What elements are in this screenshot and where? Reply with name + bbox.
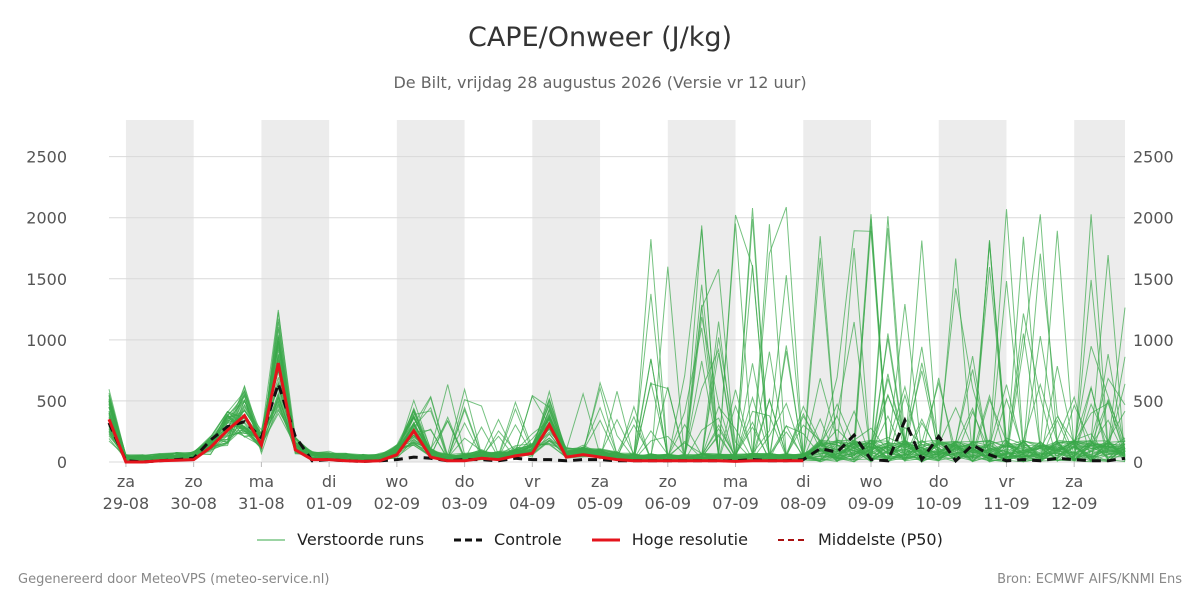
footer-generated-by: Gegenereerd door MeteoVPS (meteo-service… <box>18 572 330 587</box>
x-tick-date-label: 11-09 <box>983 494 1030 513</box>
y-tick-label-left: 2000 <box>26 209 67 228</box>
chart-legend: Verstoorde runs Controle Hoge resolutie … <box>0 530 1200 549</box>
legend-item-hires[interactable]: Hoge resolutie <box>591 530 748 549</box>
y-tick-label-right: 2000 <box>1133 209 1174 228</box>
y-tick-label-right: 1000 <box>1133 331 1174 350</box>
legend-item-perturbed[interactable]: Verstoorde runs <box>257 530 424 549</box>
x-tick-date-label: 10-09 <box>915 494 962 513</box>
night-band <box>396 120 465 462</box>
y-tick-label-left: 1500 <box>26 270 67 289</box>
perturbed-run-line <box>108 357 1126 463</box>
x-tick-day-label: do <box>455 472 475 491</box>
legend-label-median: Middelste (P50) <box>817 530 943 549</box>
chart-subtitle: De Bilt, vrijdag 28 augustus 2026 (Versi… <box>393 73 807 92</box>
control-series-line <box>107 378 1126 464</box>
x-tick-day-label: ma <box>249 472 274 491</box>
y-tick-label-left: 500 <box>36 392 67 411</box>
hires-series-line <box>107 362 804 464</box>
x-tick-date-label: 29-08 <box>103 494 150 513</box>
y-tick-label-right: 0 <box>1133 453 1143 472</box>
x-tick-date-label: 08-09 <box>780 494 827 513</box>
night-band <box>261 120 330 462</box>
x-tick-date-label: 04-09 <box>509 494 556 513</box>
x-tick-date-label: 12-09 <box>1051 494 1098 513</box>
x-tick-day-label: za <box>117 472 135 491</box>
x-tick-day-label: di <box>796 472 811 491</box>
y-tick-label-left: 2500 <box>26 148 67 167</box>
night-band <box>532 120 601 462</box>
x-tick-date-label: 30-08 <box>170 494 217 513</box>
x-tick-date-label: 09-09 <box>848 494 895 513</box>
y-tick-label-left: 0 <box>57 453 67 472</box>
x-tick-day-label: za <box>1065 472 1083 491</box>
x-tick-day-label: di <box>322 472 337 491</box>
legend-label-perturbed: Verstoorde runs <box>297 530 425 549</box>
x-tick-date-label: 05-09 <box>577 494 624 513</box>
legend-swatch-control <box>454 538 483 541</box>
x-tick-day-label: zo <box>185 472 203 491</box>
x-tick-day-label: wo <box>385 472 408 491</box>
x-tick-date-label: 07-09 <box>712 494 759 513</box>
footer-source: Bron: ECMWF AIFS/KNMI Ens <box>997 572 1182 587</box>
x-tick-day-label: ma <box>723 472 748 491</box>
x-tick-day-label: wo <box>860 472 883 491</box>
x-tick-date-label: 06-09 <box>645 494 692 513</box>
x-tick-day-label: vr <box>524 472 540 491</box>
x-tick-day-label: do <box>929 472 949 491</box>
legend-label-hires: Hoge resolutie <box>631 530 748 549</box>
legend-label-control: Controle <box>494 530 562 549</box>
legend-item-control[interactable]: Controle <box>454 530 562 549</box>
y-tick-label-right: 2500 <box>1133 148 1174 167</box>
legend-swatch-hires <box>591 538 620 541</box>
x-tick-day-label: za <box>591 472 609 491</box>
x-tick-date-label: 02-09 <box>374 494 421 513</box>
x-tick-date-label: 01-09 <box>306 494 353 513</box>
chart-title: CAPE/Onweer (J/kg) <box>467 22 732 53</box>
perturbed-run-line <box>108 229 1126 463</box>
x-tick-day-label: vr <box>998 472 1014 491</box>
night-band <box>125 120 194 462</box>
y-tick-label-right: 1500 <box>1133 270 1174 289</box>
legend-swatch-median <box>777 538 806 541</box>
x-tick-day-label: zo <box>659 472 677 491</box>
y-tick-label-left: 1000 <box>26 331 67 350</box>
night-band <box>938 120 1007 462</box>
x-tick-date-label: 31-08 <box>238 494 285 513</box>
x-tick-date-label: 03-09 <box>441 494 488 513</box>
legend-swatch-perturbed <box>257 539 286 540</box>
y-tick-label-right: 500 <box>1133 392 1164 411</box>
legend-item-median[interactable]: Middelste (P50) <box>777 530 943 549</box>
